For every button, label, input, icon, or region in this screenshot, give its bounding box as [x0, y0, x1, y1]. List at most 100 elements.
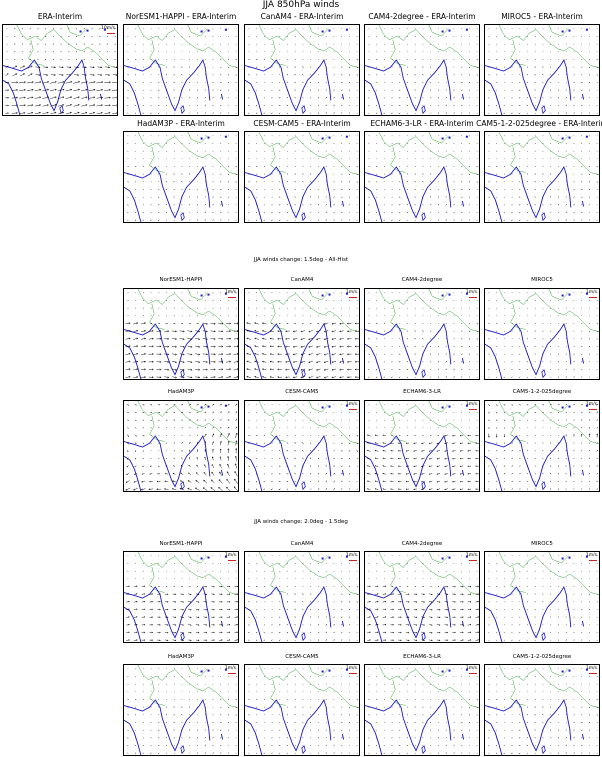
- wind-arrow: [150, 555, 152, 557]
- wind-arrow: [263, 434, 266, 437]
- wind-arrow: [165, 411, 168, 413]
- wind-arrow: [453, 368, 455, 371]
- wind-arrow: [212, 104, 214, 107]
- panel-title: HadAM3P - ERA-Interim: [137, 119, 225, 128]
- wind-arrow: [349, 43, 350, 45]
- wind-arrow: [261, 337, 267, 340]
- wind-arrow: [286, 706, 289, 708]
- wind-arrow: [391, 315, 393, 317]
- lake: [328, 556, 331, 559]
- wind-arrow: [596, 442, 598, 444]
- quiver-key: 1m/s: [225, 290, 236, 298]
- coastline: [245, 165, 332, 219]
- wind-arrow: [157, 624, 161, 626]
- wind-arrow: [263, 593, 266, 595]
- wind-arrow: [150, 196, 152, 198]
- wind-arrow: [534, 555, 536, 557]
- panel-title: CanAM4: [290, 277, 314, 283]
- coastline-island: [541, 481, 546, 491]
- wind-arrow: [376, 412, 377, 413]
- wind-arrow: [189, 434, 191, 436]
- wind-arrow: [503, 322, 506, 324]
- wind-arrow: [519, 59, 521, 60]
- coastline: [124, 165, 211, 219]
- wind-arrow: [164, 601, 169, 603]
- wind-arrow: [166, 676, 167, 677]
- wind-arrow: [422, 699, 424, 700]
- wind-arrow: [271, 219, 273, 221]
- wind-arrow: [142, 51, 144, 53]
- wind-arrow: [235, 691, 237, 693]
- wind-arrow: [496, 457, 498, 460]
- wind-arrow: [390, 449, 394, 452]
- wind-arrow: [173, 150, 175, 152]
- wind-arrow: [573, 419, 575, 421]
- quiver-key-arrow: [107, 32, 115, 34]
- wind-arrow: [496, 555, 497, 557]
- wind-arrow: [399, 143, 401, 144]
- wind-arrow: [310, 158, 312, 160]
- wind-arrow: [461, 563, 463, 564]
- wind-arrow: [581, 419, 583, 421]
- wind-arrow: [279, 59, 281, 60]
- wind-arrow: [451, 442, 456, 445]
- wind-arrow: [382, 623, 387, 626]
- wind-arrow: [407, 323, 408, 324]
- wind-arrow: [310, 59, 312, 60]
- wind-arrow: [488, 300, 490, 301]
- wind-arrow: [581, 150, 583, 152]
- wind-arrow: [181, 721, 183, 724]
- wind-arrow: [318, 555, 319, 557]
- wind-arrow: [188, 323, 192, 325]
- wind-arrow: [150, 676, 152, 677]
- wind-arrow: [310, 181, 312, 183]
- wind-arrow: [325, 204, 327, 206]
- wind-arrow: [461, 204, 463, 206]
- wind-arrow: [341, 404, 343, 406]
- wind-arrow: [219, 624, 223, 626]
- wind-arrow: [422, 404, 424, 406]
- wind-arrow: [511, 480, 514, 483]
- lake: [441, 557, 444, 560]
- wind-arrow: [286, 66, 289, 68]
- country-border: [498, 665, 599, 708]
- wind-arrow: [461, 28, 463, 30]
- wind-arrow: [461, 143, 463, 144]
- wind-arrow: [573, 104, 575, 107]
- wind-arrow: [173, 411, 176, 413]
- wind-arrow: [414, 51, 416, 53]
- wind-arrow: [226, 623, 231, 626]
- wind-arrow: [141, 639, 146, 641]
- wind-arrow: [565, 752, 568, 754]
- wind-arrow: [269, 360, 275, 363]
- wind-arrow: [127, 411, 129, 414]
- wind-arrow: [414, 376, 416, 378]
- wind-arrow: [341, 143, 343, 144]
- wind-arrow: [526, 181, 529, 183]
- lake: [448, 405, 451, 408]
- wind-arrow: [294, 600, 296, 603]
- panel-title: CAM5-1-2-025degree: [512, 389, 572, 395]
- wind-arrow: [173, 135, 175, 137]
- wind-arrow: [581, 315, 583, 317]
- wind-arrow: [588, 58, 591, 61]
- wind-arrow: [366, 457, 371, 460]
- wind-arrow: [422, 135, 424, 137]
- wind-arrow: [181, 442, 183, 445]
- wind-arrow: [596, 426, 598, 429]
- wind-arrow: [596, 361, 598, 363]
- wind-arrow: [142, 143, 144, 144]
- wind-arrow: [453, 578, 455, 580]
- wind-arrow: [542, 212, 544, 213]
- wind-arrow: [220, 752, 222, 754]
- wind-arrow: [445, 292, 447, 294]
- wind-arrow: [476, 729, 478, 731]
- wind-arrow: [271, 683, 273, 685]
- wind-arrow: [413, 480, 417, 483]
- wind-arrow: [234, 463, 238, 469]
- wind-arrow: [302, 721, 304, 724]
- wind-arrow: [581, 593, 583, 595]
- wind-arrow: [496, 472, 498, 475]
- wind-arrow: [142, 211, 144, 214]
- wind-arrow: [287, 419, 288, 421]
